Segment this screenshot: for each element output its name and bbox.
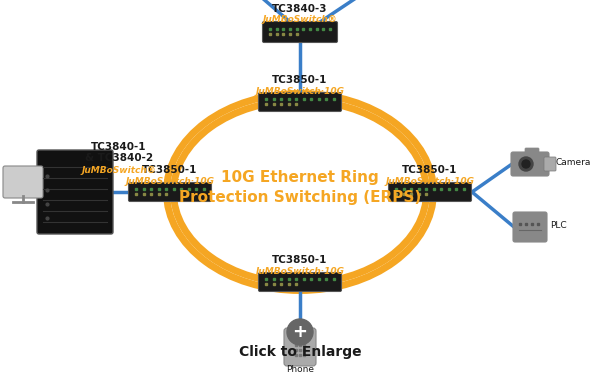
Circle shape	[287, 319, 313, 345]
FancyBboxPatch shape	[259, 93, 341, 111]
Text: TC3850-1: TC3850-1	[142, 165, 197, 175]
FancyBboxPatch shape	[525, 148, 539, 156]
FancyBboxPatch shape	[259, 272, 341, 292]
Circle shape	[519, 157, 533, 171]
Text: +: +	[293, 323, 308, 341]
Text: JuMBoSwitch·10G: JuMBoSwitch·10G	[386, 176, 475, 185]
Text: 10G Ethernet Ring: 10G Ethernet Ring	[221, 169, 379, 185]
Text: PLC: PLC	[550, 221, 566, 229]
FancyBboxPatch shape	[284, 328, 316, 366]
Circle shape	[522, 160, 530, 168]
Text: Camera: Camera	[556, 158, 592, 167]
FancyBboxPatch shape	[389, 183, 472, 201]
Text: Phone: Phone	[286, 365, 314, 374]
Text: JuMBoSwitch®: JuMBoSwitch®	[82, 165, 157, 174]
FancyBboxPatch shape	[544, 157, 556, 171]
FancyBboxPatch shape	[3, 166, 43, 198]
FancyBboxPatch shape	[37, 150, 113, 234]
Text: Click to Enlarge: Click to Enlarge	[239, 345, 361, 359]
Text: TC3840-1: TC3840-1	[91, 142, 147, 152]
FancyBboxPatch shape	[511, 152, 549, 176]
Text: JuMBoSwitch·10G: JuMBoSwitch·10G	[125, 176, 215, 185]
Text: Protection Switching (ERPS): Protection Switching (ERPS)	[179, 189, 421, 205]
Text: TC3850-1: TC3850-1	[272, 255, 328, 265]
Text: TC3850-1: TC3850-1	[403, 165, 458, 175]
FancyBboxPatch shape	[128, 183, 212, 201]
Text: TC3840-3: TC3840-3	[272, 4, 328, 14]
Text: TC3850-1: TC3850-1	[272, 75, 328, 85]
Text: & TC3840-2: & TC3840-2	[85, 153, 153, 163]
FancyBboxPatch shape	[263, 22, 337, 42]
FancyBboxPatch shape	[513, 212, 547, 242]
Text: JuMBoSwitch·10G: JuMBoSwitch·10G	[256, 87, 344, 96]
Text: JuMBoSwitch·10G: JuMBoSwitch·10G	[256, 267, 344, 276]
Text: JuMBoSwitch®: JuMBoSwitch®	[263, 15, 337, 24]
